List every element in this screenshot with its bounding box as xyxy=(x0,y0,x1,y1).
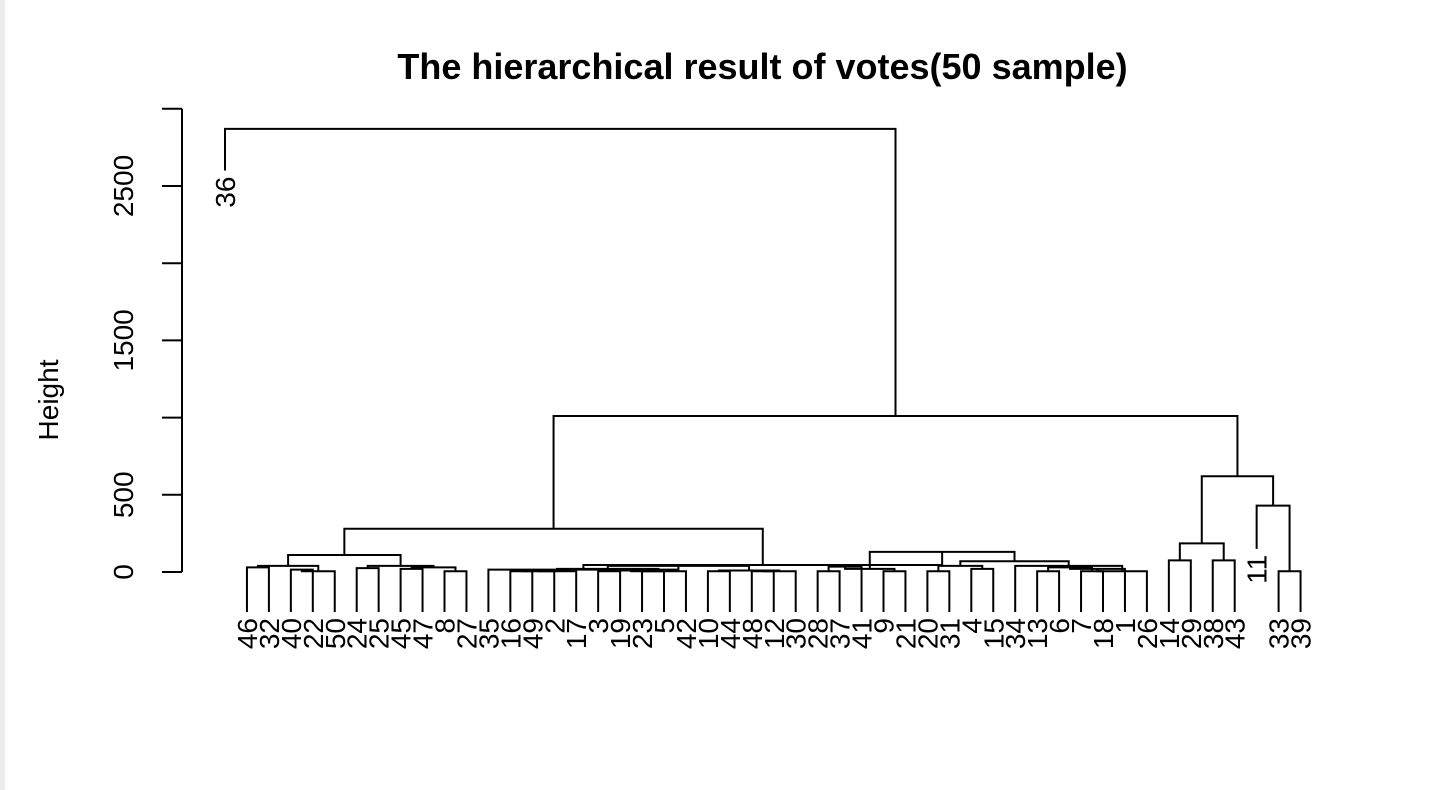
leaf-label: 3 xyxy=(583,618,614,634)
dendrogram-link xyxy=(1211,559,1236,612)
dendrogram-link xyxy=(399,567,424,612)
y-tick-label: 500 xyxy=(108,471,139,518)
leaf-label: 6 xyxy=(1044,618,1075,634)
leaf-label: 16 xyxy=(495,618,526,649)
leaf-label: 33 xyxy=(1264,618,1295,649)
dendrogram-link xyxy=(1200,475,1275,544)
y-axis: 0 500 1500 2500 xyxy=(108,107,183,580)
dendrogram-link xyxy=(1178,542,1225,561)
y-tick-label: 2500 xyxy=(108,155,139,217)
y-axis-label: Height xyxy=(33,359,64,440)
leaf-label: 4 xyxy=(956,618,987,634)
leaf-label: 1 xyxy=(1110,618,1141,634)
leaf-label: 47 xyxy=(408,618,439,649)
leaf-label: 15 xyxy=(978,618,1009,649)
leaf-label: 32 xyxy=(254,618,285,649)
leaf-label: 2 xyxy=(539,618,570,634)
leaf-label: 22 xyxy=(298,618,329,649)
dendrogram-link xyxy=(816,570,841,612)
leaf-label: 31 xyxy=(934,618,965,649)
dendrogram-links xyxy=(224,127,1302,612)
dendrogram-link xyxy=(630,570,687,612)
leaf-label: 38 xyxy=(1198,618,1229,649)
dendrogram-link xyxy=(750,570,775,612)
leaf-label: 20 xyxy=(912,618,943,649)
leaf-label: 21 xyxy=(890,618,921,649)
dendrogram-link xyxy=(827,565,863,612)
dendrogram-link xyxy=(1277,570,1302,612)
dendrogram-link xyxy=(245,566,270,612)
leaf-label: 26 xyxy=(1132,618,1163,649)
leaf-label: 28 xyxy=(803,618,834,649)
leaf-label: 48 xyxy=(737,618,768,649)
dendrogram-link xyxy=(1069,567,1126,612)
leaf-label: 11 xyxy=(1242,555,1273,584)
window-edge xyxy=(0,0,5,790)
leaf-label: 40 xyxy=(276,618,307,649)
dendrogram-link xyxy=(537,570,578,612)
dendrogram-link xyxy=(355,567,380,612)
leaf-label: 7 xyxy=(1066,618,1097,634)
dendrogram-link xyxy=(1167,559,1192,612)
dendrogram-link xyxy=(443,570,468,612)
leaf-label: 42 xyxy=(671,618,702,649)
leaf-label: 19 xyxy=(605,618,636,649)
leaf-label: 10 xyxy=(693,618,724,649)
dendrogram-link xyxy=(641,570,665,612)
leaf-label: 44 xyxy=(715,618,746,649)
leaf-label: 50 xyxy=(320,618,351,649)
dendrogram-link xyxy=(1036,570,1061,612)
leaf-label: 25 xyxy=(364,618,395,649)
leaf-label: 9 xyxy=(869,618,900,634)
leaf-label: 34 xyxy=(1000,618,1031,649)
chart-title: The hierarchical result of votes(50 samp… xyxy=(397,46,1128,87)
dendrogram-link xyxy=(300,569,336,612)
leaf-label: 37 xyxy=(825,618,856,649)
dendrogram-link xyxy=(509,570,534,612)
dendrogram-link xyxy=(289,568,314,612)
y-tick-label: 0 xyxy=(108,564,139,580)
leaf-label: 36 xyxy=(210,177,241,208)
leaf-label: 39 xyxy=(1286,618,1317,649)
dendrogram-link xyxy=(1080,570,1104,612)
leaf-label: 46 xyxy=(232,618,263,649)
dendrogram-link xyxy=(487,565,680,612)
dendrogram-link xyxy=(970,567,995,612)
dendrogram-link xyxy=(1096,568,1148,612)
dendrogram-link xyxy=(521,570,556,612)
leaf-label: 35 xyxy=(473,618,504,649)
leaf-label: 5 xyxy=(649,618,680,634)
leaf-label: 49 xyxy=(517,618,548,649)
leaf-label: 24 xyxy=(342,618,373,649)
leaf-label: 29 xyxy=(1176,618,1207,649)
dendrogram-link xyxy=(1014,564,1124,612)
y-tick-label: 1500 xyxy=(108,309,139,371)
leaf-label: 8 xyxy=(430,618,461,634)
leaf-label: 43 xyxy=(1220,618,1251,649)
dendrogram-link xyxy=(343,527,764,566)
dendrogram-link xyxy=(706,570,731,612)
leaf-labels: 3646324022502425454782735164921731923542… xyxy=(210,177,1317,650)
dendrogram-link xyxy=(717,569,781,572)
dendrogram-link xyxy=(926,570,951,612)
leaf-label: 30 xyxy=(781,618,812,649)
leaf-label: 14 xyxy=(1154,618,1185,649)
dendrogram-link xyxy=(552,415,1239,529)
leaf-label: 23 xyxy=(627,618,658,649)
leaf-label: 12 xyxy=(759,618,790,649)
dendrogram-link xyxy=(597,570,622,612)
leaf-label: 17 xyxy=(561,618,592,649)
leaf-label: 13 xyxy=(1022,618,1053,649)
dendrogram-link xyxy=(287,554,402,566)
leaf-label: 45 xyxy=(386,618,417,649)
dendrogram-link xyxy=(882,570,907,612)
leaf-label: 18 xyxy=(1088,618,1119,649)
dendrogram-link xyxy=(762,570,797,612)
leaf-label: 41 xyxy=(847,618,878,649)
dendrogram-link xyxy=(224,127,897,417)
leaf-label: 27 xyxy=(451,618,482,649)
